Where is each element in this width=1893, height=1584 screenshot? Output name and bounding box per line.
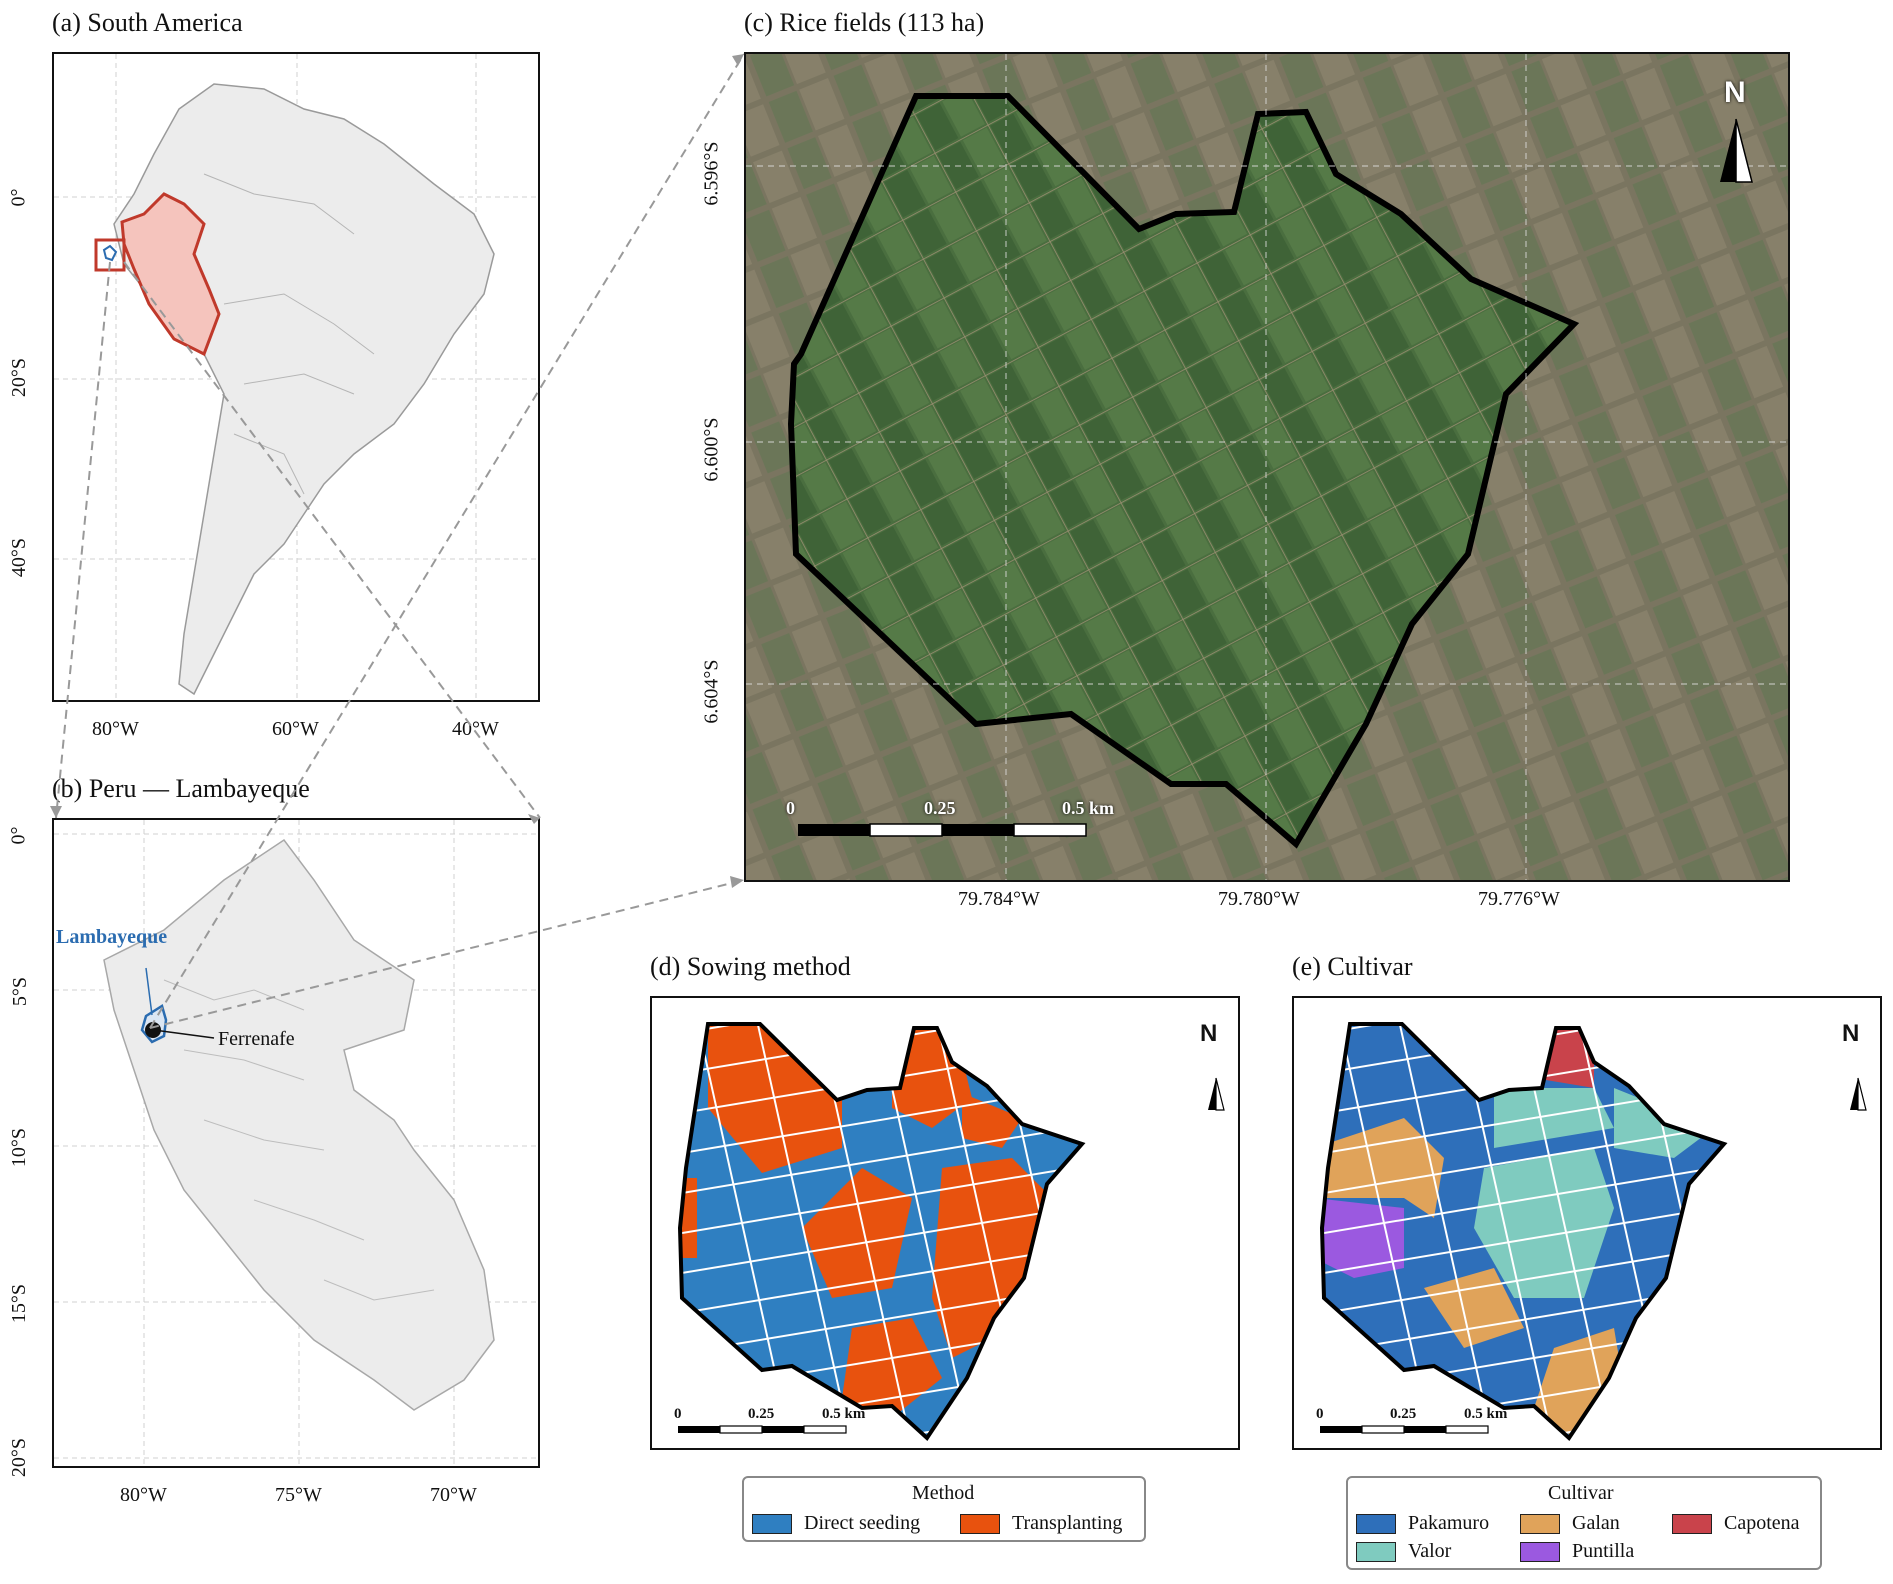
e-scale-0: 0 xyxy=(1316,1406,1324,1422)
rice-field-boundary xyxy=(787,93,1580,849)
peru-svg xyxy=(54,820,538,1466)
d-north-label: N xyxy=(1200,1020,1218,1047)
legend-galan: Galan xyxy=(1520,1512,1620,1535)
d-scale-0: 0 xyxy=(674,1406,682,1422)
b-ytick-1: 5°S xyxy=(9,976,32,1007)
c-xtick-2: 79.776°W xyxy=(1478,888,1560,910)
c-north-label: N xyxy=(1724,76,1746,109)
panel-e-title: (e) Cultivar xyxy=(1292,952,1413,981)
ferrenafe-label: Ferrenafe xyxy=(218,1028,295,1050)
c-scale-0: 0 xyxy=(786,798,795,818)
legend-transplanting: Transplanting xyxy=(960,1512,1122,1535)
galan-swatch xyxy=(1520,1513,1560,1534)
cultivar-map xyxy=(1292,996,1882,1450)
continent-shape xyxy=(113,83,495,696)
c-scale-1: 0.25 xyxy=(924,798,956,818)
valor-swatch xyxy=(1356,1541,1396,1562)
legend-direct-seeding: Direct seeding xyxy=(752,1512,920,1535)
b-xtick-0: 80°W xyxy=(120,1484,167,1506)
peru-map xyxy=(52,818,540,1468)
method-legend: Method Direct seeding Transplanting xyxy=(742,1476,1146,1542)
ferrenafe-point xyxy=(145,1022,161,1038)
c-ytick-1: 6.600°S xyxy=(700,417,723,482)
b-ytick-2: 10°S xyxy=(8,1127,31,1168)
e-scale-2: 0.5 km xyxy=(1464,1406,1508,1422)
e-scale-bar xyxy=(1320,1425,1489,1434)
c-scale-bar xyxy=(798,823,1087,837)
cultivar-legend-title: Cultivar xyxy=(1548,1482,1614,1504)
a-ytick-0: 0° xyxy=(7,188,30,207)
d-scale-2: 0.5 km xyxy=(822,1406,866,1422)
direct-seeding-label: Direct seeding xyxy=(804,1512,921,1534)
south-america-svg xyxy=(54,54,538,700)
a-xtick-1: 60°W xyxy=(272,718,319,740)
capotena-swatch xyxy=(1672,1513,1712,1534)
capotena-label: Capotena xyxy=(1724,1512,1800,1534)
e-north-arrow xyxy=(1850,1077,1867,1111)
c-ytick-2: 6.604°S xyxy=(700,659,723,724)
e-north-label: N xyxy=(1842,1020,1860,1047)
satellite-svg xyxy=(746,54,1788,880)
b-xtick-1: 75°W xyxy=(275,1484,322,1506)
south-america-map xyxy=(52,52,540,702)
cultivar-svg xyxy=(1319,1022,1867,1442)
b-xtick-2: 70°W xyxy=(430,1484,477,1506)
method-legend-title: Method xyxy=(912,1482,975,1504)
pakamuro-label: Pakamuro xyxy=(1408,1512,1490,1534)
legend-capotena: Capotena xyxy=(1672,1512,1800,1535)
satellite-image xyxy=(744,52,1790,882)
panel-d-title: (d) Sowing method xyxy=(650,952,851,981)
sowing-method-map xyxy=(650,996,1240,1450)
c-north-arrow xyxy=(1720,118,1753,183)
direct-seeding-swatch xyxy=(752,1513,792,1534)
b-ytick-3: 15°S xyxy=(8,1283,31,1324)
d-north-arrow xyxy=(1208,1077,1225,1111)
transplanting-swatch xyxy=(960,1513,1000,1534)
cultivar-legend: Cultivar Pakamuro Galan Capotena Valor P… xyxy=(1346,1476,1822,1570)
sowing-svg xyxy=(677,1022,1225,1442)
valor-label: Valor xyxy=(1408,1540,1452,1562)
d-scale-1: 0.25 xyxy=(748,1406,775,1422)
c-xtick-0: 79.784°W xyxy=(958,888,1040,910)
legend-valor: Valor xyxy=(1356,1540,1451,1563)
a-ytick-2: 40°S xyxy=(8,537,31,578)
b-ytick-0: 0° xyxy=(7,826,30,845)
panel-c-title: (c) Rice fields (113 ha) xyxy=(744,8,985,37)
a-xtick-0: 80°W xyxy=(92,718,139,740)
lambayeque-label: Lambayeque xyxy=(56,926,168,948)
legend-puntilla: Puntilla xyxy=(1520,1540,1634,1563)
transplanting-label: Transplanting xyxy=(1012,1512,1123,1534)
a-ytick-1: 20°S xyxy=(8,357,31,398)
a-xtick-2: 40°W xyxy=(452,718,499,740)
legend-pakamuro: Pakamuro xyxy=(1356,1512,1489,1535)
d-scale-bar xyxy=(678,1425,847,1434)
c-scale-2: 0.5 km xyxy=(1062,798,1115,818)
puntilla-swatch xyxy=(1520,1541,1560,1562)
pakamuro-swatch xyxy=(1356,1513,1396,1534)
e-scale-1: 0.25 xyxy=(1390,1406,1417,1422)
panel-b-title: (b) Peru — Lambayeque xyxy=(52,774,310,803)
panel-a-title: (a) South America xyxy=(52,8,243,37)
galan-label: Galan xyxy=(1572,1512,1620,1534)
c-ytick-0: 6.596°S xyxy=(700,141,723,206)
b-ytick-4: 20°S xyxy=(8,1437,31,1478)
c-xtick-1: 79.780°W xyxy=(1218,888,1300,910)
puntilla-label: Puntilla xyxy=(1572,1540,1635,1562)
